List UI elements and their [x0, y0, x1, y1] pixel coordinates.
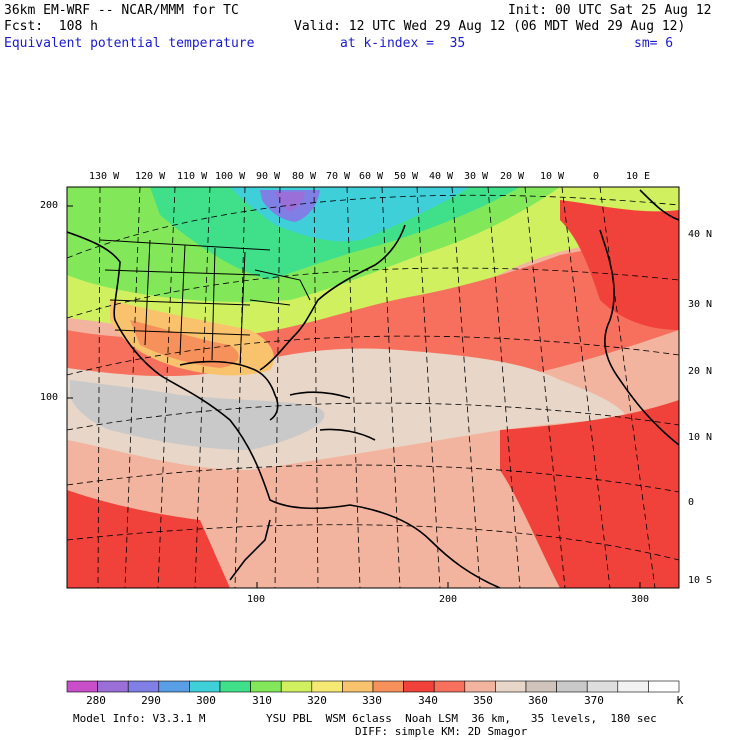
colorbar-swatch: [189, 680, 221, 693]
forecast-hour: Fcst: 108 h: [4, 19, 98, 34]
state-borders: [99, 239, 311, 366]
lat-label: 10 N: [688, 432, 713, 443]
map-frame: [66, 186, 680, 589]
colorbar-swatch: [158, 680, 190, 693]
coastlines: [67, 189, 679, 588]
colorbar-label: 280: [86, 694, 106, 707]
colorbar-unit: K: [676, 694, 684, 707]
colorbar-swatch: [250, 680, 282, 693]
y-grid-label: 200: [40, 200, 59, 211]
model-info: Model Info: V3.3.1 M: [73, 712, 206, 725]
colorbar-label: 370: [584, 694, 604, 707]
colorbar-label: 340: [418, 694, 438, 707]
lon-label: 60 W: [359, 171, 384, 182]
x-grid-label: 200: [439, 594, 458, 605]
lon-label: 100 W: [215, 171, 246, 182]
colorbar-swatch: [495, 680, 527, 693]
colorbar-swatch: [433, 680, 466, 693]
theta-e-field: [67, 187, 679, 588]
lat-label: 20 N: [688, 366, 713, 377]
lon-label: 0: [593, 171, 600, 182]
colorbar-label: 300: [196, 694, 216, 707]
colorbar-swatch: [648, 680, 680, 693]
lat-label: 10 S: [688, 575, 713, 586]
valid-time: Valid: 12 UTC Wed 29 Aug 12 (06 MDT Wed …: [294, 19, 686, 34]
colorbar-swatch: [280, 680, 313, 693]
colorbar-swatch: [66, 680, 98, 693]
colorbar-swatch: [219, 680, 251, 693]
lon-label: 10 E: [626, 171, 651, 182]
lon-label: 90 W: [256, 171, 281, 182]
lon-label: 110 W: [177, 171, 208, 182]
colorbar-label: 350: [473, 694, 493, 707]
level-label: at k-index = 35: [340, 36, 466, 51]
colorbar-swatch: [464, 680, 496, 693]
diffusion-info: DIFF: simple KM: 2D Smagor: [355, 725, 528, 738]
init-time: Init: 00 UTC Sat 25 Aug 12: [508, 3, 712, 18]
colorbar-swatch: [525, 680, 557, 693]
color-scale-bar: [66, 680, 680, 693]
x-grid-label: 100: [247, 594, 266, 605]
lon-label: 10 W: [540, 171, 565, 182]
colorbar-swatch: [617, 680, 649, 693]
lon-label: 80 W: [292, 171, 317, 182]
physics-info: YSU PBL WSM 6class Noah LSM 36 km, 35 le…: [266, 712, 657, 725]
colorbar-swatch: [372, 680, 404, 693]
y-grid-label: 100: [40, 392, 59, 403]
colorbar-swatch: [586, 680, 619, 693]
lon-label: 20 W: [500, 171, 525, 182]
lon-label: 120 W: [135, 171, 166, 182]
colorbar-swatch: [97, 680, 129, 693]
colorbar-swatch: [342, 680, 374, 693]
lon-label: 70 W: [326, 171, 351, 182]
x-grid-label: 300: [631, 594, 650, 605]
smoothing-label: sm= 6: [634, 36, 674, 51]
colorbar-label: 360: [528, 694, 548, 707]
lon-label: 130 W: [89, 171, 120, 182]
colorbar-swatch: [403, 680, 435, 693]
lon-label: 50 W: [394, 171, 419, 182]
colorbar-swatch: [556, 680, 588, 693]
graticule: [67, 187, 679, 588]
colorbar-label: 290: [141, 694, 161, 707]
colorbar-label: 310: [252, 694, 272, 707]
colorbar-swatch: [311, 680, 343, 693]
lon-label: 40 W: [429, 171, 454, 182]
lon-label: 30 W: [464, 171, 489, 182]
field-name: Equivalent potential temperature: [4, 36, 255, 51]
lat-label: 0: [688, 497, 695, 508]
lat-label: 40 N: [688, 229, 713, 240]
colorbar-label: 320: [307, 694, 327, 707]
colorbar-label: 330: [362, 694, 382, 707]
model-title: 36km EM-WRF -- NCAR/MMM for TC: [4, 3, 239, 18]
axis-ticks: [67, 205, 641, 588]
lat-label: 30 N: [688, 299, 713, 310]
colorbar-swatch: [127, 680, 160, 693]
